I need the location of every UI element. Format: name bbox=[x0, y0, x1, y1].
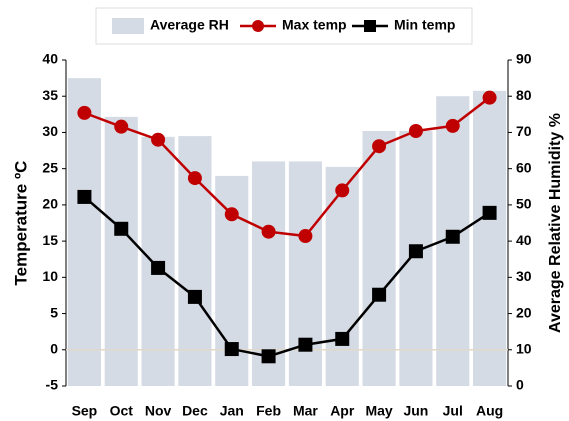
marker bbox=[335, 183, 350, 198]
marker bbox=[77, 105, 92, 120]
y-tick-label: -5 bbox=[46, 377, 59, 393]
bar bbox=[104, 116, 138, 386]
marker bbox=[224, 207, 239, 222]
y2-tick-label: 90 bbox=[516, 51, 532, 67]
x-tick-label: Jul bbox=[443, 403, 463, 419]
x-tick-label: May bbox=[365, 403, 392, 419]
y2-axis-title: Average Relative Humidity % bbox=[547, 113, 564, 333]
marker bbox=[151, 260, 166, 275]
marker bbox=[187, 171, 202, 186]
x-tick-label: Oct bbox=[110, 403, 134, 419]
y-tick-label: 15 bbox=[42, 232, 58, 248]
x-tick-label: Nov bbox=[145, 403, 172, 419]
y2-tick-label: 30 bbox=[516, 268, 532, 284]
marker bbox=[224, 342, 239, 357]
marker bbox=[77, 189, 92, 204]
y2-tick-label: 10 bbox=[516, 340, 532, 356]
legend-box bbox=[95, 7, 473, 45]
marker bbox=[482, 205, 497, 220]
bar bbox=[67, 78, 101, 386]
bar bbox=[288, 161, 322, 386]
y-tick-label: 10 bbox=[42, 268, 58, 284]
y2-tick-label: 60 bbox=[516, 159, 532, 175]
legend-label: Average RH bbox=[150, 17, 229, 33]
y-tick-label: 30 bbox=[42, 123, 58, 139]
y-axis-title: Temperature ºC bbox=[11, 161, 30, 286]
y2-tick-label: 20 bbox=[516, 304, 532, 320]
marker bbox=[298, 229, 313, 244]
y2-tick-label: 0 bbox=[516, 377, 524, 393]
x-tick-label: Dec bbox=[182, 403, 208, 419]
y-tick-label: 20 bbox=[42, 196, 58, 212]
y-tick-label: 25 bbox=[42, 159, 58, 175]
x-tick-label: Jun bbox=[403, 403, 428, 419]
marker bbox=[335, 331, 350, 346]
y2-tick-label: 40 bbox=[516, 232, 532, 248]
bar bbox=[252, 161, 286, 386]
marker bbox=[408, 123, 423, 138]
marker bbox=[445, 229, 460, 244]
y-tick-label: 0 bbox=[50, 340, 58, 356]
y-tick-label: 5 bbox=[50, 304, 58, 320]
marker bbox=[261, 224, 276, 239]
marker bbox=[482, 90, 497, 105]
marker bbox=[187, 289, 202, 304]
y2-tick-label: 80 bbox=[516, 87, 532, 103]
y2-tick-label: 70 bbox=[516, 123, 532, 139]
x-tick-label: Sep bbox=[72, 403, 98, 419]
marker bbox=[298, 337, 313, 352]
legend-label: Max temp bbox=[282, 17, 347, 33]
marker bbox=[372, 287, 387, 302]
bar bbox=[362, 130, 396, 386]
marker bbox=[408, 244, 423, 259]
legend-label: Min temp bbox=[394, 17, 455, 33]
marker bbox=[114, 221, 129, 236]
x-tick-label: Jan bbox=[220, 403, 244, 419]
y2-tick-label: 50 bbox=[516, 196, 532, 212]
y-tick-label: 40 bbox=[42, 51, 58, 67]
marker bbox=[261, 349, 276, 364]
marker bbox=[372, 139, 387, 154]
marker bbox=[114, 119, 129, 134]
legend-swatch bbox=[112, 18, 144, 34]
bar bbox=[325, 166, 359, 386]
x-tick-label: Apr bbox=[330, 403, 355, 419]
marker bbox=[445, 118, 460, 133]
legend-marker bbox=[252, 20, 264, 32]
x-tick-label: Aug bbox=[476, 403, 503, 419]
y-tick-label: 35 bbox=[42, 87, 58, 103]
marker bbox=[151, 132, 166, 147]
legend-marker bbox=[364, 20, 376, 32]
bar bbox=[399, 130, 433, 386]
x-tick-label: Feb bbox=[256, 403, 281, 419]
bar bbox=[473, 90, 507, 387]
x-tick-label: Mar bbox=[293, 403, 318, 419]
